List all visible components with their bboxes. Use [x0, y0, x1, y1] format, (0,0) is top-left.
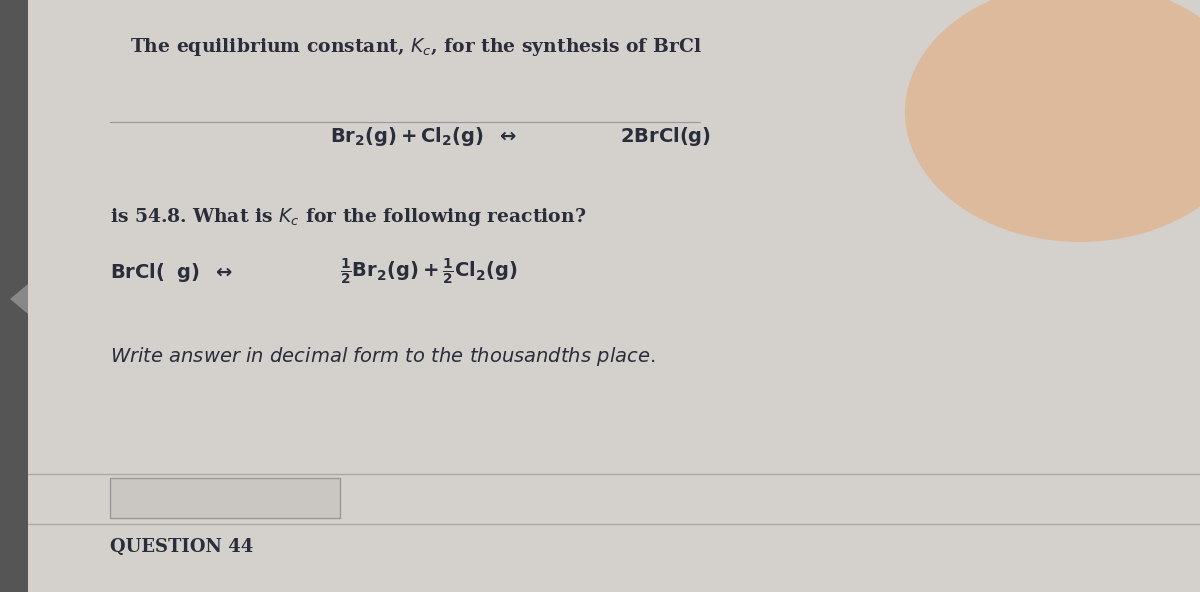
Bar	[110, 478, 340, 518]
Text: $\mathbf{BrCl(}$  $\mathbf{g)}$  $\mathbf{\leftrightarrow}$: $\mathbf{BrCl(}$ $\mathbf{g)}$ $\mathbf{…	[110, 260, 233, 284]
Text: $\mathbf{2BrCl(g)}$: $\mathbf{2BrCl(g)}$	[620, 126, 712, 149]
Polygon shape	[10, 284, 28, 314]
Text: $\mathbf{\frac{1}{2}Br_2(g) + \frac{1}{2}Cl_2(g)}$: $\mathbf{\frac{1}{2}Br_2(g) + \frac{1}{2…	[340, 257, 517, 287]
Ellipse shape	[905, 0, 1200, 242]
Text: is 54.8. What is $K_c$ for the following reaction?: is 54.8. What is $K_c$ for the following…	[110, 206, 586, 228]
Text: QUESTION 44: QUESTION 44	[110, 538, 253, 556]
Text: The equilibrium constant, $K_c$, for the synthesis of BrCl: The equilibrium constant, $K_c$, for the…	[130, 36, 702, 58]
Bar	[0, 0, 28, 592]
Text: $\mathit{Write\ answer\ in\ decimal\ form\ to\ the\ thousandths\ place.}$: $\mathit{Write\ answer\ in\ decimal\ for…	[110, 346, 655, 368]
Text: $\mathbf{Br_2(g) + Cl_2(g)}$  $\mathbf{\leftrightarrow}$: $\mathbf{Br_2(g) + Cl_2(g)}$ $\mathbf{\l…	[330, 126, 517, 149]
